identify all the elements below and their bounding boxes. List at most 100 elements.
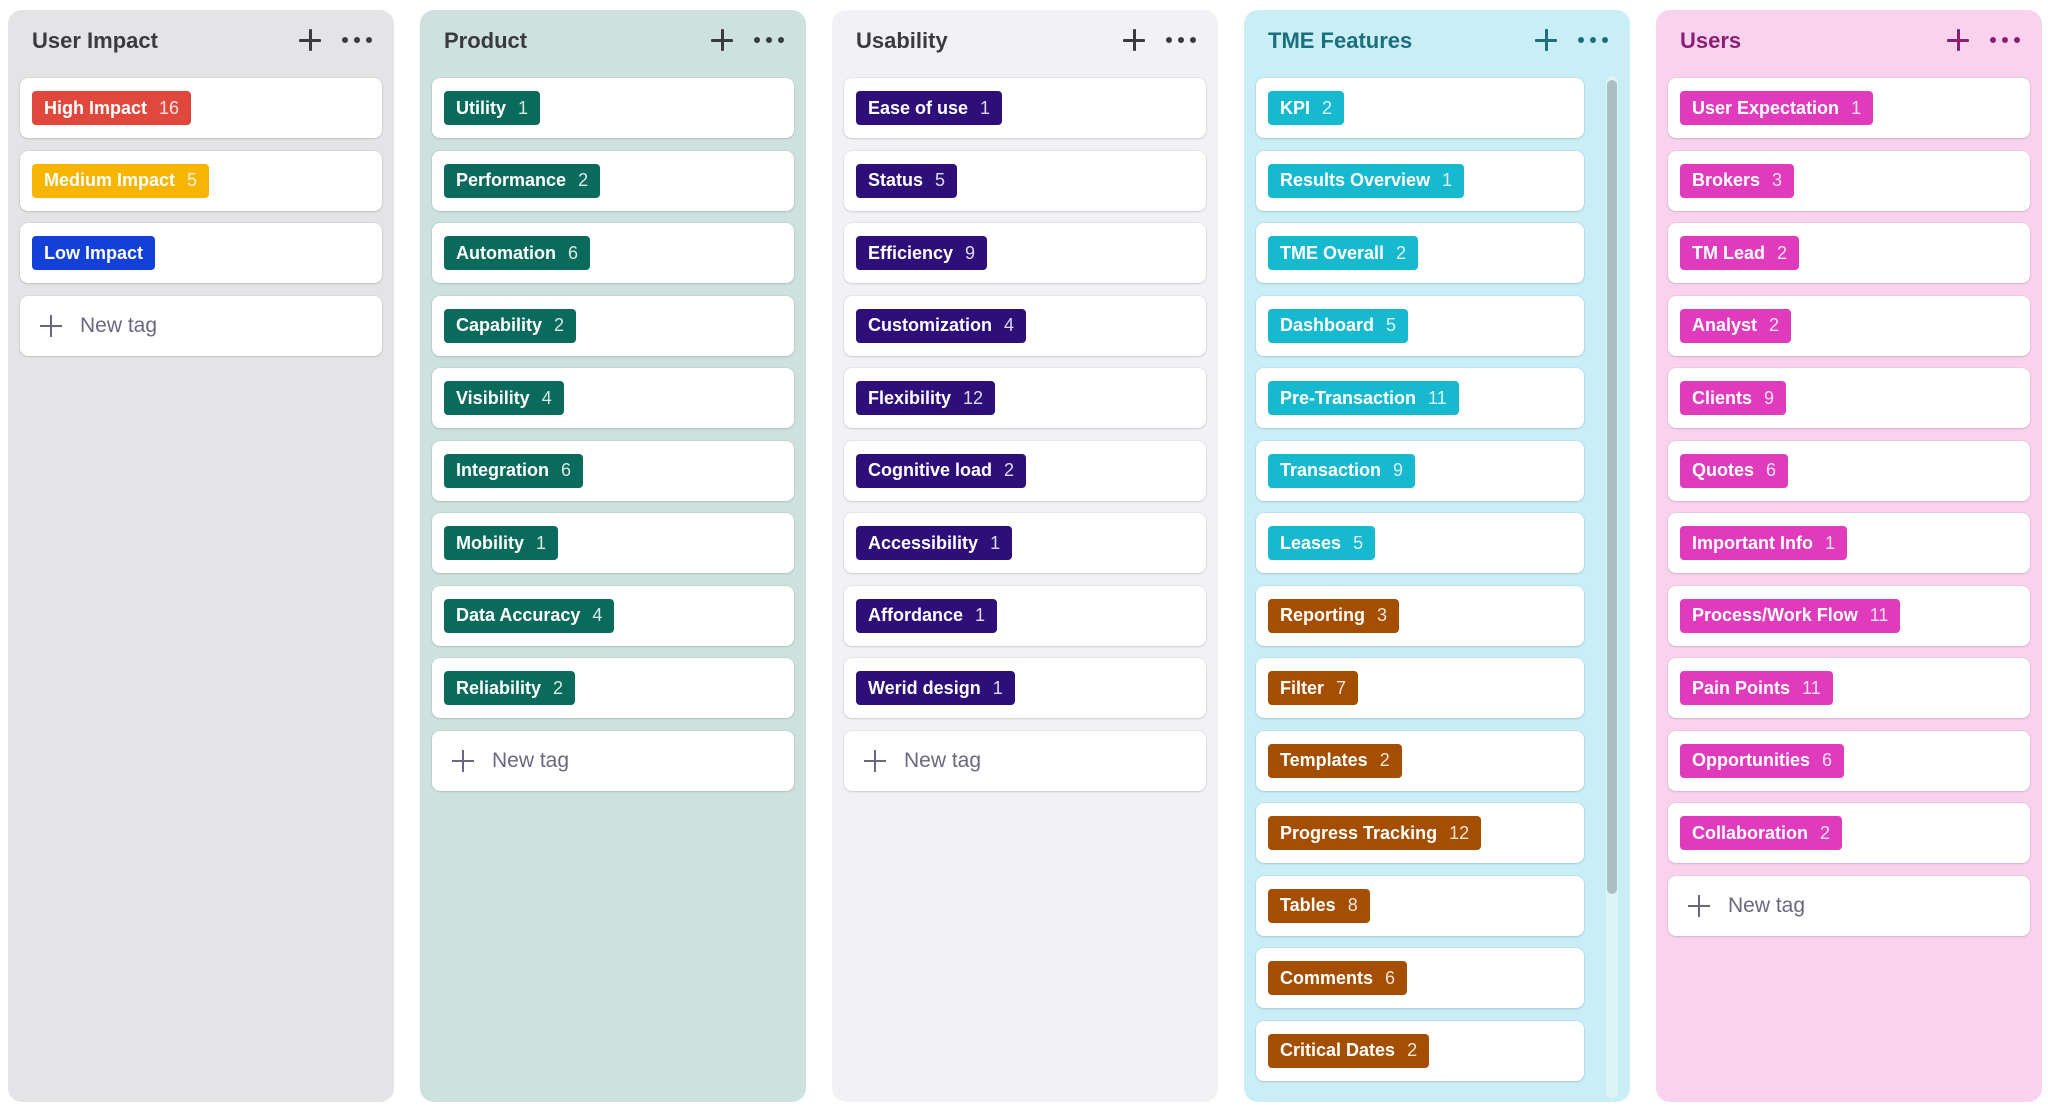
tag-card[interactable]: Flexibility 12 [844,368,1206,428]
add-tag-plus-icon[interactable] [1532,26,1560,54]
tag-card[interactable]: Pre-Transaction 11 [1256,368,1584,428]
tag-card[interactable]: Data Accuracy 4 [432,585,794,646]
tag-card[interactable]: Pain Points 11 [1668,658,2030,718]
tag-capability[interactable]: Capability 2 [444,308,577,343]
tag-mobility[interactable]: Mobility 1 [444,526,559,560]
tag-card[interactable]: Efficiency 9 [844,223,1206,283]
tag-efficiency[interactable]: Efficiency 9 [856,236,988,270]
more-options-icon[interactable] [1166,26,1196,54]
tag-process-work-flow[interactable]: Process/Work Flow 11 [1680,598,1901,633]
tag-card[interactable]: Leases 5 [1256,513,1584,573]
tag-card[interactable]: Medium Impact 5 [20,150,382,211]
tag-card[interactable]: User Expectation 1 [1668,78,2030,138]
tag-card[interactable]: Customization 4 [844,295,1206,356]
tag-card[interactable]: Cognitive load 2 [844,440,1206,501]
tag-kpi[interactable]: KPI 2 [1268,91,1345,125]
tag-card[interactable]: Visibility 4 [432,368,794,428]
more-options-icon[interactable] [342,26,372,54]
tag-pain-points[interactable]: Pain Points 11 [1680,671,1833,705]
tag-brokers[interactable]: Brokers 3 [1680,163,1795,198]
tag-card[interactable]: Affordance 1 [844,585,1206,646]
more-options-icon[interactable] [754,26,784,54]
tag-card[interactable]: KPI 2 [1256,78,1584,138]
tag-card[interactable]: Brokers 3 [1668,150,2030,211]
tag-card[interactable]: Utility 1 [432,78,794,138]
column-scrollbar[interactable] [1606,76,1618,1098]
tag-dashboard[interactable]: Dashboard 5 [1268,308,1409,343]
tag-card[interactable]: Capability 2 [432,295,794,356]
tag-card[interactable]: Performance 2 [432,150,794,211]
tag-card[interactable]: Low Impact [20,223,382,283]
tag-customization[interactable]: Customization 4 [856,308,1027,343]
scrollbar-thumb[interactable] [1607,80,1617,894]
tag-card[interactable]: Comments 6 [1256,948,1584,1008]
tag-card[interactable]: Mobility 1 [432,513,794,573]
tag-collaboration[interactable]: Collaboration 2 [1680,816,1843,850]
tag-card[interactable]: Critical Dates 2 [1256,1020,1584,1081]
tag-card[interactable]: High Impact 16 [20,78,382,138]
tag-transaction[interactable]: Transaction 9 [1268,453,1416,488]
tag-status[interactable]: Status 5 [856,163,958,198]
tag-card[interactable]: Dashboard 5 [1256,295,1584,356]
tag-tm-lead[interactable]: TM Lead 2 [1680,236,1800,270]
tag-clients[interactable]: Clients 9 [1680,381,1787,415]
tag-visibility[interactable]: Visibility 4 [444,381,564,415]
tag-card[interactable]: Integration 6 [432,440,794,501]
tag-werid-design[interactable]: Werid design 1 [856,671,1015,705]
tag-card[interactable]: Accessibility 1 [844,513,1206,573]
tag-medium-impact[interactable]: Medium Impact 5 [32,163,210,198]
tag-low-impact[interactable]: Low Impact [32,236,156,270]
tag-card[interactable]: Quotes 6 [1668,440,2030,501]
tag-card[interactable]: Collaboration 2 [1668,803,2030,863]
new-tag-button[interactable]: New tag [1668,875,2030,936]
new-tag-button[interactable]: New tag [20,295,382,356]
tag-reliability[interactable]: Reliability 2 [444,671,576,705]
tag-accessibility[interactable]: Accessibility 1 [856,526,1013,560]
tag-card[interactable]: Analyst 2 [1668,295,2030,356]
tag-card[interactable]: Reliability 2 [432,658,794,718]
tag-progress-tracking[interactable]: Progress Tracking 12 [1268,816,1482,850]
tag-analyst[interactable]: Analyst 2 [1680,308,1792,343]
more-options-icon[interactable] [1990,26,2020,54]
tag-card[interactable]: Process/Work Flow 11 [1668,585,2030,646]
tag-tme-overall[interactable]: TME Overall 2 [1268,236,1419,270]
tag-card[interactable]: Ease of use 1 [844,78,1206,138]
tag-card[interactable]: Reporting 3 [1256,585,1584,646]
tag-comments[interactable]: Comments 6 [1268,961,1408,995]
tag-performance[interactable]: Performance 2 [444,163,601,198]
tag-critical-dates[interactable]: Critical Dates 2 [1268,1033,1430,1068]
tag-card[interactable]: Filter 7 [1256,658,1584,718]
tag-flexibility[interactable]: Flexibility 12 [856,381,996,415]
tag-card[interactable]: Transaction 9 [1256,440,1584,501]
tag-card[interactable]: TM Lead 2 [1668,223,2030,283]
tag-card[interactable]: Werid design 1 [844,658,1206,718]
tag-card[interactable]: Results Overview 1 [1256,150,1584,211]
tag-results-overview[interactable]: Results Overview 1 [1268,163,1465,198]
new-tag-button[interactable]: New tag [432,730,794,791]
tag-ease-of-use[interactable]: Ease of use 1 [856,91,1003,125]
tag-affordance[interactable]: Affordance 1 [856,598,998,633]
tag-data-accuracy[interactable]: Data Accuracy 4 [444,598,615,633]
tag-templates[interactable]: Templates 2 [1268,743,1402,778]
tag-integration[interactable]: Integration 6 [444,453,584,488]
tag-reporting[interactable]: Reporting 3 [1268,598,1400,633]
new-tag-button[interactable]: New tag [844,730,1206,791]
tag-high-impact[interactable]: High Impact 16 [32,91,192,125]
add-tag-plus-icon[interactable] [1120,26,1148,54]
tag-card[interactable]: Templates 2 [1256,730,1584,791]
tag-filter[interactable]: Filter 7 [1268,671,1359,705]
tag-card[interactable]: TME Overall 2 [1256,223,1584,283]
more-options-icon[interactable] [1578,26,1608,54]
tag-card[interactable]: Automation 6 [432,223,794,283]
tag-utility[interactable]: Utility 1 [444,91,541,125]
tag-automation[interactable]: Automation 6 [444,236,590,270]
add-tag-plus-icon[interactable] [1944,26,1972,54]
tag-opportunities[interactable]: Opportunities 6 [1680,743,1845,778]
tag-card[interactable]: Progress Tracking 12 [1256,803,1584,863]
add-tag-plus-icon[interactable] [708,26,736,54]
tag-cognitive-load[interactable]: Cognitive load 2 [856,453,1027,488]
tag-tables[interactable]: Tables 8 [1268,888,1370,923]
tag-card[interactable]: Status 5 [844,150,1206,211]
tag-quotes[interactable]: Quotes 6 [1680,453,1789,488]
tag-user-expectation[interactable]: User Expectation 1 [1680,91,1874,125]
